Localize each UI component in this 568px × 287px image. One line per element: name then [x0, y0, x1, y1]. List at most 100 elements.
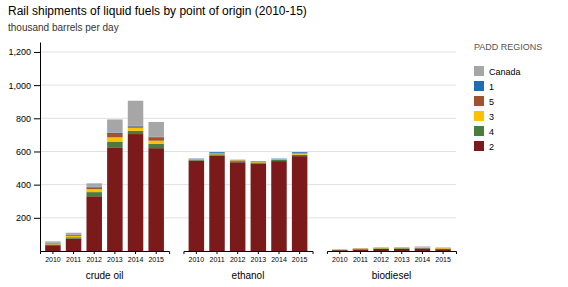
x-tick-label: 2011: [353, 256, 368, 263]
bar-segment: [148, 141, 163, 144]
bar-segment: [128, 131, 143, 134]
bar-segment: [148, 148, 163, 251]
bar-segment: [45, 245, 60, 251]
bar-segment: [292, 152, 307, 154]
grid-line: [40, 85, 456, 86]
y-tick-mark: [34, 218, 40, 219]
bar-segment: [107, 119, 122, 132]
x-tick-label: 2011: [66, 256, 81, 263]
bar-segment: [394, 247, 409, 248]
x-tick-label: 2012: [86, 256, 102, 263]
legend-item: 1: [474, 81, 494, 92]
bar-segment: [415, 247, 430, 249]
x-tick: 2010: [332, 251, 348, 263]
bar-segment: [148, 144, 163, 148]
x-tick-label: 2012: [373, 256, 389, 263]
bar-segment: [148, 138, 163, 141]
bar-segment: [415, 247, 430, 249]
bar-segment: [230, 160, 245, 162]
bar-segment: [373, 249, 388, 251]
bar-segment: [107, 142, 122, 148]
bar-segment: [292, 155, 307, 156]
x-tick-label: 2015: [292, 256, 308, 263]
chart: Rail shipments of liquid fuels by point …: [0, 0, 568, 287]
bar-segment: [332, 249, 347, 250]
x-axis-line: [327, 252, 456, 255]
y-tick: 800: [16, 114, 40, 124]
bar-segment: [271, 159, 286, 161]
group-label: biodiesel: [372, 270, 411, 281]
x-tick: 2015: [435, 251, 451, 263]
x-tick: 2014: [128, 251, 144, 263]
bar-segment: [107, 147, 122, 251]
grid-line: [40, 217, 456, 218]
y-tick-label: 600: [16, 147, 31, 157]
y-tick-label: 400: [16, 180, 31, 190]
legend-label: 5: [489, 97, 494, 107]
legend-swatch: [474, 111, 484, 121]
legend: PADD REGIONSCanada15342: [474, 42, 542, 152]
bar-segment: [209, 154, 224, 155]
x-tick-mark: [339, 251, 340, 254]
bar-segment: [435, 249, 450, 251]
bar-segment: [230, 160, 245, 161]
x-tick: 2011: [353, 251, 368, 263]
x-tick-label: 2014: [128, 256, 144, 263]
bar-segment: [415, 246, 430, 247]
legend-swatch: [474, 96, 484, 106]
y-tick-mark: [34, 85, 40, 86]
group-label: crude oil: [86, 270, 124, 281]
bar-segment: [128, 128, 143, 131]
bar-segment: [45, 241, 60, 242]
x-tick: 2013: [107, 251, 123, 263]
legend-label: 4: [489, 127, 494, 137]
bar-segment: [45, 243, 60, 244]
bar-segment: [189, 158, 204, 159]
x-tick-label: 2011: [209, 256, 224, 263]
x-tick-label: 2012: [230, 256, 246, 263]
bar-segment: [209, 152, 224, 153]
plot: 2004006008001,0001,200201020112012201320…: [8, 43, 456, 282]
bar-segment: [189, 159, 204, 160]
bar-segment: [251, 161, 266, 163]
group-label: ethanol: [232, 270, 265, 281]
bar-segment: [332, 250, 347, 251]
x-tick-label: 2015: [148, 256, 164, 263]
x-tick-mark: [94, 251, 95, 254]
bar-segment: [128, 126, 143, 127]
x-tick-mark: [258, 251, 259, 254]
x-tick-label: 2015: [435, 256, 451, 263]
legend-swatch: [474, 141, 484, 151]
bar-segment: [86, 183, 101, 186]
x-tick-label: 2010: [332, 256, 348, 263]
x-tick: 2012: [373, 251, 389, 263]
legend-label: 2: [489, 142, 494, 152]
bar-segment: [189, 158, 204, 159]
y-tick-label: 800: [16, 114, 31, 124]
bar-segment: [415, 246, 430, 247]
x-tick-mark: [237, 251, 238, 254]
bar-segment: [415, 249, 430, 251]
bar-segment: [435, 248, 450, 249]
bar-segment: [353, 248, 368, 249]
legend-item: 3: [474, 111, 494, 122]
bar-segment: [373, 247, 388, 248]
bar-segment: [66, 237, 81, 238]
x-tick-label: 2014: [271, 256, 287, 263]
x-tick-mark: [52, 251, 53, 254]
bar-segment: [66, 235, 81, 237]
x-tick-label: 2014: [415, 256, 431, 263]
legend-label: Canada: [489, 67, 521, 77]
x-tick-mark: [114, 251, 115, 254]
legend-swatch: [474, 81, 484, 91]
y-tick-mark: [34, 118, 40, 119]
x-tick-mark: [217, 251, 218, 254]
x-tick-mark: [401, 251, 402, 254]
x-tick-mark: [73, 251, 74, 254]
bar-segment: [435, 247, 450, 248]
bar-segment: [45, 244, 60, 246]
bar-segment: [45, 243, 60, 245]
bar-segment: [107, 137, 122, 141]
x-tick: 2013: [251, 251, 267, 263]
y-tick: 600: [16, 147, 40, 157]
